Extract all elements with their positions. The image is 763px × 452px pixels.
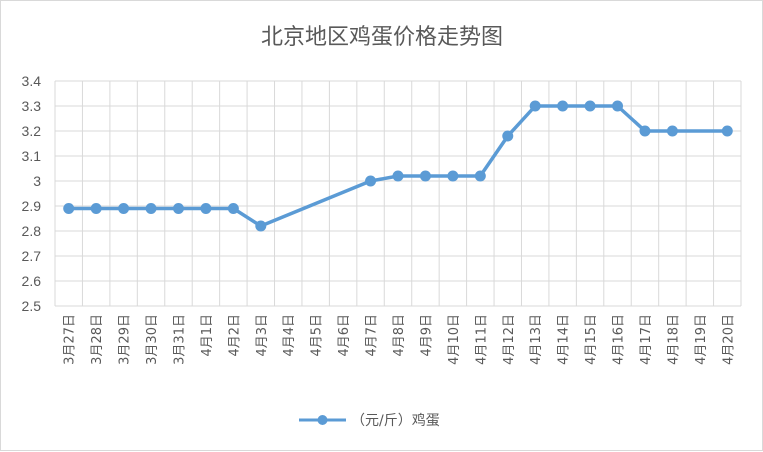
data-point [666, 125, 678, 137]
x-tick-label: 4月3日 [255, 314, 270, 357]
y-tick-label: 2.9 [22, 198, 42, 214]
data-point [63, 203, 75, 214]
data-point [502, 130, 514, 142]
data-point [172, 203, 184, 214]
x-tick-label: 4月15日 [584, 314, 599, 365]
data-point [255, 220, 267, 232]
y-tick-label: 3.2 [22, 123, 42, 139]
x-tick-label: 4月4日 [282, 314, 297, 357]
legend: （元/斤）鸡蛋 [299, 412, 440, 429]
x-tick-label: 3月27日 [63, 314, 78, 365]
x-tick-label: 4月12日 [502, 314, 517, 365]
data-point [474, 170, 486, 182]
data-point [145, 203, 157, 214]
y-tick-label: 2.5 [22, 298, 42, 314]
data-point [118, 203, 130, 214]
data-point [365, 175, 377, 187]
x-tick-label: 4月6日 [337, 314, 352, 357]
x-tick-label: 3月28日 [90, 314, 105, 365]
data-point [90, 203, 102, 214]
y-tick-label: 2.7 [22, 248, 42, 264]
x-tick-label: 4月18日 [666, 314, 681, 365]
x-axis-ticks: 3月27日 3月28日 3月29日 3月30日 3月31日 4月1日 4月2日 4月3日 4月4… [63, 314, 737, 365]
data-point [529, 100, 541, 112]
y-tick-label: 3 [33, 173, 41, 189]
x-tick-label: 4月13日 [529, 314, 544, 365]
x-tick-label: 4月9日 [419, 314, 434, 357]
x-tick-label: 3月29日 [118, 314, 133, 365]
data-point [419, 170, 431, 182]
legend-point-marker [317, 415, 328, 425]
y-axis-ticks: 3.4 3.3 3.2 3.1 3 2.9 2.8 2.7 2.6 2.5 [22, 73, 42, 314]
x-tick-label: 4月14日 [557, 314, 572, 365]
x-tick-label: 4月5日 [310, 314, 325, 357]
data-point [392, 170, 404, 182]
x-tick-label: 4月10日 [447, 314, 462, 365]
series-line [66, 104, 730, 228]
x-tick-label: 3月30日 [145, 314, 160, 365]
x-tick-label: 4月11日 [474, 314, 489, 365]
x-tick-label: 4月8日 [392, 314, 407, 357]
x-tick-label: 4月7日 [365, 314, 380, 357]
x-tick-label: 4月17日 [639, 314, 654, 365]
gridlines [54, 80, 742, 307]
x-tick-label: 4月16日 [612, 314, 627, 365]
legend-label: （元/斤）鸡蛋 [351, 412, 440, 429]
data-point [227, 203, 239, 214]
x-tick-label: 4月20日 [721, 314, 736, 365]
x-tick-label: 4月2日 [227, 314, 242, 357]
x-tick-label: 3月31日 [172, 314, 187, 365]
x-tick-label: 4月19日 [694, 314, 709, 365]
data-point [639, 125, 651, 137]
y-tick-label: 2.8 [22, 223, 42, 239]
y-tick-label: 3.1 [22, 148, 42, 164]
data-point [557, 100, 569, 112]
chart-title: 北京地区鸡蛋价格走势图 [261, 25, 503, 50]
data-point [612, 100, 624, 112]
data-point [447, 170, 459, 182]
data-point [584, 100, 596, 112]
x-tick-label: 4月1日 [200, 314, 215, 357]
data-point [200, 203, 212, 214]
y-tick-label: 3.4 [22, 73, 42, 89]
y-tick-label: 2.6 [22, 273, 42, 289]
y-tick-label: 3.3 [22, 98, 42, 114]
data-point [721, 125, 733, 137]
series-layer [63, 100, 733, 232]
